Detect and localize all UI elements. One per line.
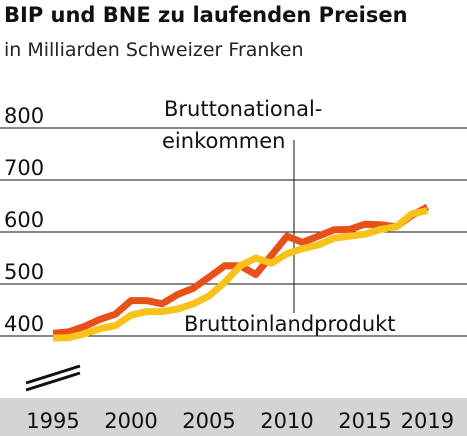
y-tick-labels: 400 500 600 700 800 — [4, 104, 44, 336]
x-tick-label: 2010 — [260, 409, 313, 433]
gni-series-line — [52, 207, 429, 342]
gni-annotation-line2: einkommen — [162, 129, 285, 153]
gni-annotation-line1: Bruttonational- — [164, 97, 322, 121]
axis-break-marker — [25, 364, 81, 392]
x-tick-label: 2005 — [182, 409, 235, 433]
y-tick-label: 500 — [4, 260, 44, 284]
series-lines — [52, 203, 430, 342]
y-tick-label: 800 — [4, 104, 44, 128]
x-axis-band — [0, 398, 467, 436]
y-tick-label: 400 — [4, 312, 44, 336]
chart-title: BIP und BNE zu laufenden Preisen — [4, 3, 408, 27]
y-tick-label: 700 — [4, 156, 44, 180]
gdp-annotation: Bruttoinlandprodukt — [184, 312, 396, 336]
x-tick-label: 2015 — [338, 409, 391, 433]
gridlines — [0, 127, 467, 337]
x-tick-labels: 1995 2000 2005 2010 2015 2019 — [26, 409, 454, 433]
x-tick-label: 2000 — [104, 409, 157, 433]
chart-subtitle: in Milliarden Schweizer Franken — [4, 39, 304, 61]
x-tick-label: 2019 — [401, 409, 454, 433]
x-tick-label: 1995 — [26, 409, 79, 433]
y-tick-label: 600 — [4, 208, 44, 232]
